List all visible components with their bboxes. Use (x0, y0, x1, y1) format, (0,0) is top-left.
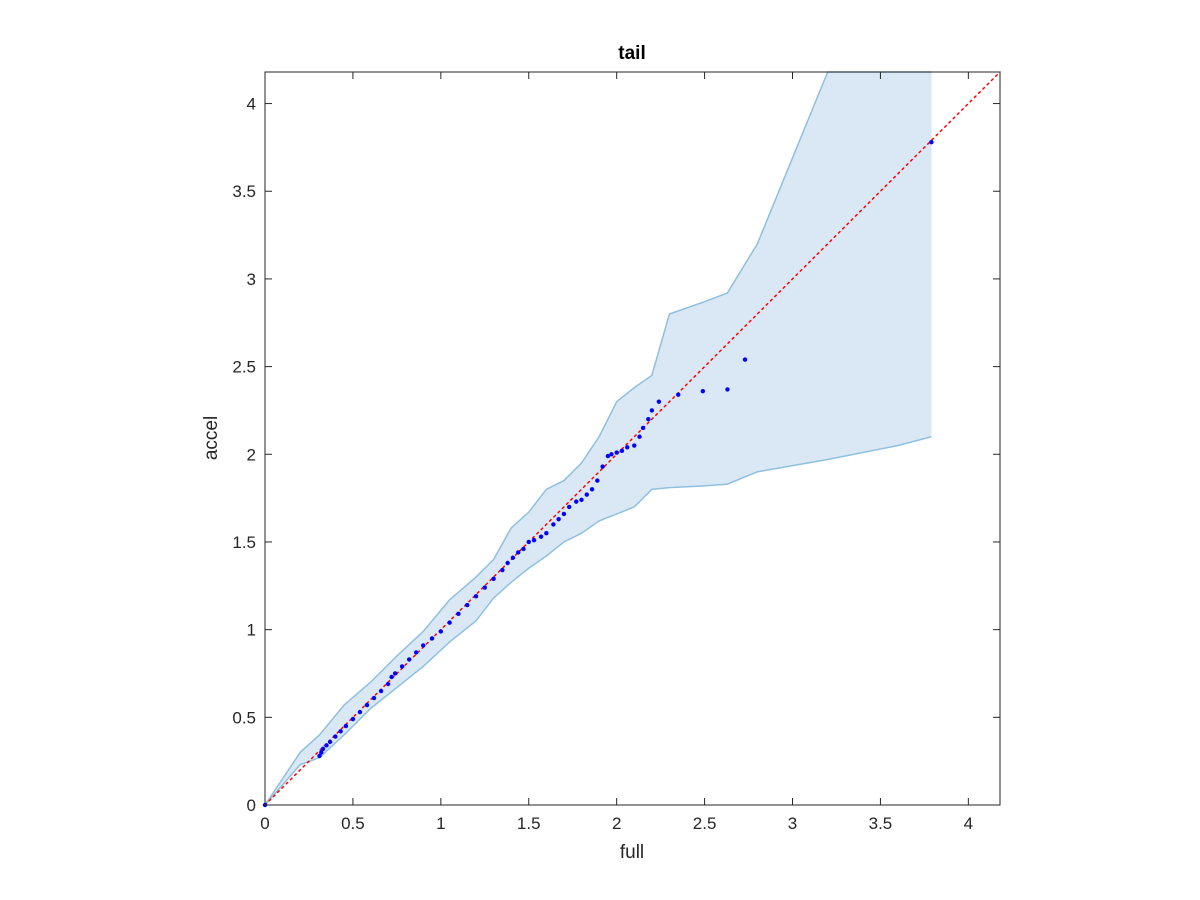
data-point (584, 492, 589, 497)
data-point (544, 530, 549, 536)
data-point (447, 620, 452, 625)
data-point (399, 664, 405, 669)
data-point (338, 729, 343, 734)
data-point (482, 585, 487, 590)
data-point (531, 538, 537, 543)
data-point (491, 576, 496, 581)
data-point (510, 555, 516, 560)
data-point (516, 550, 521, 555)
axes-box (264, 71, 1001, 806)
data-point (364, 702, 370, 708)
data-point (500, 567, 505, 573)
data-point (646, 417, 651, 422)
y-tick-label: 3.5 (232, 182, 256, 201)
y-tick-label: 4 (247, 95, 256, 114)
data-point (357, 709, 363, 715)
data-point (725, 387, 730, 392)
data-point (656, 399, 662, 404)
data-point (385, 681, 391, 687)
y-tick-label: 2.5 (232, 358, 256, 377)
x-tick-label: 3 (788, 814, 797, 833)
confidence-band-upper-edge (264, 71, 932, 806)
data-point (473, 594, 479, 599)
y-tick-label: 1 (247, 621, 256, 640)
data-point (625, 445, 630, 450)
data-point (414, 650, 419, 655)
data-point (505, 560, 510, 566)
data-point (456, 611, 461, 617)
data-point (343, 723, 349, 729)
data-point (406, 657, 412, 662)
data-point (614, 450, 619, 455)
data-point (742, 357, 748, 362)
data-point (556, 516, 561, 522)
chart-title: tail (618, 43, 645, 64)
data-point (324, 743, 329, 748)
x-tick-label: 3.5 (869, 814, 893, 833)
data-point (605, 453, 611, 459)
data-point (371, 695, 377, 701)
data-point (319, 750, 324, 755)
data-point (389, 674, 394, 680)
data-point (929, 139, 934, 145)
x-tick-label: 1 (436, 814, 445, 833)
data-point (333, 734, 338, 739)
data-point (551, 522, 556, 527)
y-axis-label: accel (201, 416, 222, 460)
data-point (600, 464, 605, 469)
data-point (637, 434, 642, 439)
data-point (378, 688, 384, 694)
ticks-layer (264, 72, 1000, 806)
y-tick-labels: 0 0.5 1 1.5 2 2.5 3 3.5 4 (232, 95, 256, 815)
x-axis-label: full (620, 842, 644, 863)
data-point (327, 739, 333, 745)
data-point (392, 671, 398, 676)
x-tick-label: 0 (260, 814, 269, 833)
data-point (632, 443, 637, 448)
data-point (521, 546, 526, 552)
confidence-band-layer (264, 71, 932, 806)
y-tick-label: 2 (247, 445, 256, 464)
data-points-layer (262, 139, 934, 808)
y-tick-label: 0.5 (232, 708, 256, 727)
data-point (649, 408, 655, 413)
confidence-band-lower-edge (264, 436, 932, 806)
data-point (609, 452, 614, 457)
x-tick-label: 4 (964, 814, 973, 833)
data-point (465, 602, 470, 608)
data-point (579, 497, 584, 503)
x-tick-label: 2.5 (693, 814, 717, 833)
y-tick-label: 1.5 (232, 533, 256, 552)
data-point (574, 499, 579, 504)
data-point (640, 425, 646, 431)
data-point (429, 636, 435, 641)
data-point (320, 746, 326, 752)
data-point (589, 487, 595, 492)
x-tick-label: 1.5 (517, 814, 541, 833)
data-point (595, 478, 600, 483)
data-point (438, 629, 444, 634)
data-point (700, 388, 706, 394)
data-point (350, 716, 356, 722)
reference-line-layer (264, 71, 1001, 806)
x-tick-label: 0.5 (341, 814, 365, 833)
data-point (561, 511, 567, 517)
data-point (538, 534, 544, 539)
x-tick-labels: 0 0.5 1 1.5 2 2.5 3 3.5 4 (260, 814, 973, 833)
data-point (526, 539, 531, 545)
data-point (619, 448, 625, 453)
data-point (566, 504, 572, 510)
y-tick-label: 0 (247, 796, 256, 815)
data-point (676, 392, 681, 397)
data-point (421, 643, 426, 648)
data-point (317, 753, 322, 759)
x-tick-label: 2 (612, 814, 621, 833)
reference-diagonal-line (264, 71, 1001, 806)
y-tick-label: 3 (247, 270, 256, 289)
